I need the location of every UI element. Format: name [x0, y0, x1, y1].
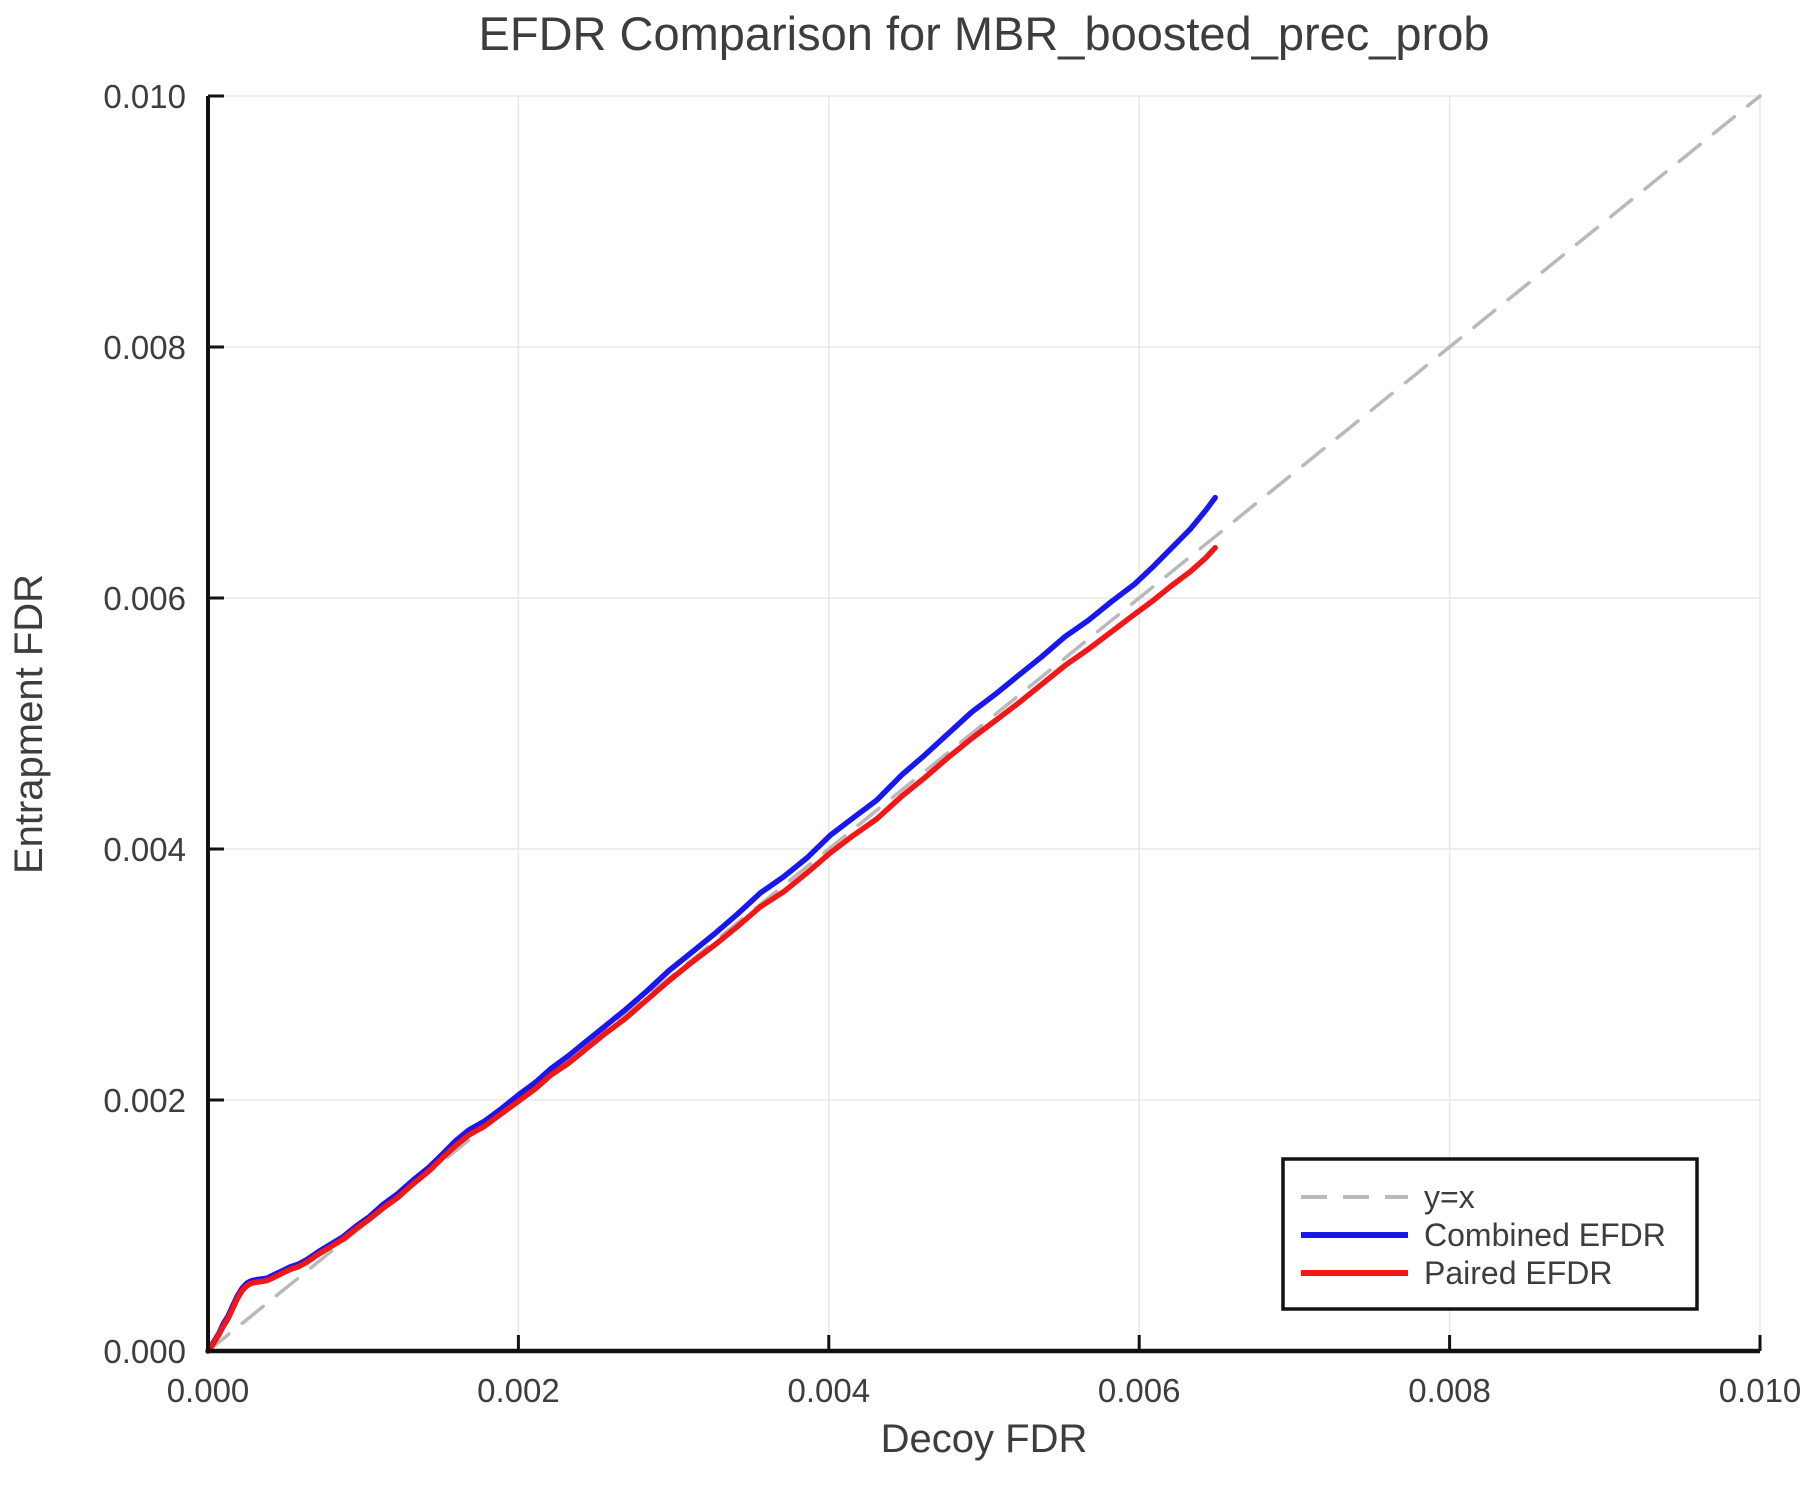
y-tick-label: 0.006	[103, 580, 186, 617]
x-axis-label: Decoy FDR	[881, 1417, 1088, 1461]
y-tick-label: 0.004	[103, 831, 186, 868]
legend-label-paired: Paired EFDR	[1424, 1255, 1613, 1291]
y-tick-label: 0.010	[103, 78, 186, 115]
data-series	[205, 94, 1762, 1354]
y-tick-label: 0.000	[103, 1333, 186, 1370]
x-tick-label: 0.002	[477, 1372, 560, 1409]
series-combined-efdr	[205, 494, 1218, 1354]
gridlines	[208, 95, 1761, 1351]
axis-ticks	[206, 94, 1762, 1353]
x-tick-label: 0.008	[1408, 1372, 1491, 1409]
x-tick-label: 0.004	[788, 1372, 871, 1409]
axes-spines	[206, 96, 1760, 1354]
x-tick-label: 0.006	[1098, 1372, 1181, 1409]
y-axis-label: Entrapment FDR	[7, 574, 51, 874]
series-y-x	[206, 94, 1762, 1353]
legend-label-identity: y=x	[1424, 1179, 1475, 1215]
chart-title: EFDR Comparison for MBR_boosted_prec_pro…	[479, 7, 1490, 60]
y-tick-label: 0.002	[103, 1082, 186, 1119]
legend-label-combined: Combined EFDR	[1424, 1217, 1666, 1253]
series-paired-efdr	[205, 545, 1218, 1354]
axis-tick-labels: 0.000 0.002 0.004 0.006 0.008 0.010 0.000 0.002…	[103, 78, 1800, 1409]
x-tick-label: 0.000	[167, 1372, 250, 1409]
legend: y=x Combined EFDR Paired EFDR	[1281, 1157, 1699, 1311]
x-tick-label: 0.010	[1719, 1372, 1800, 1409]
y-tick-label: 0.008	[103, 329, 186, 366]
